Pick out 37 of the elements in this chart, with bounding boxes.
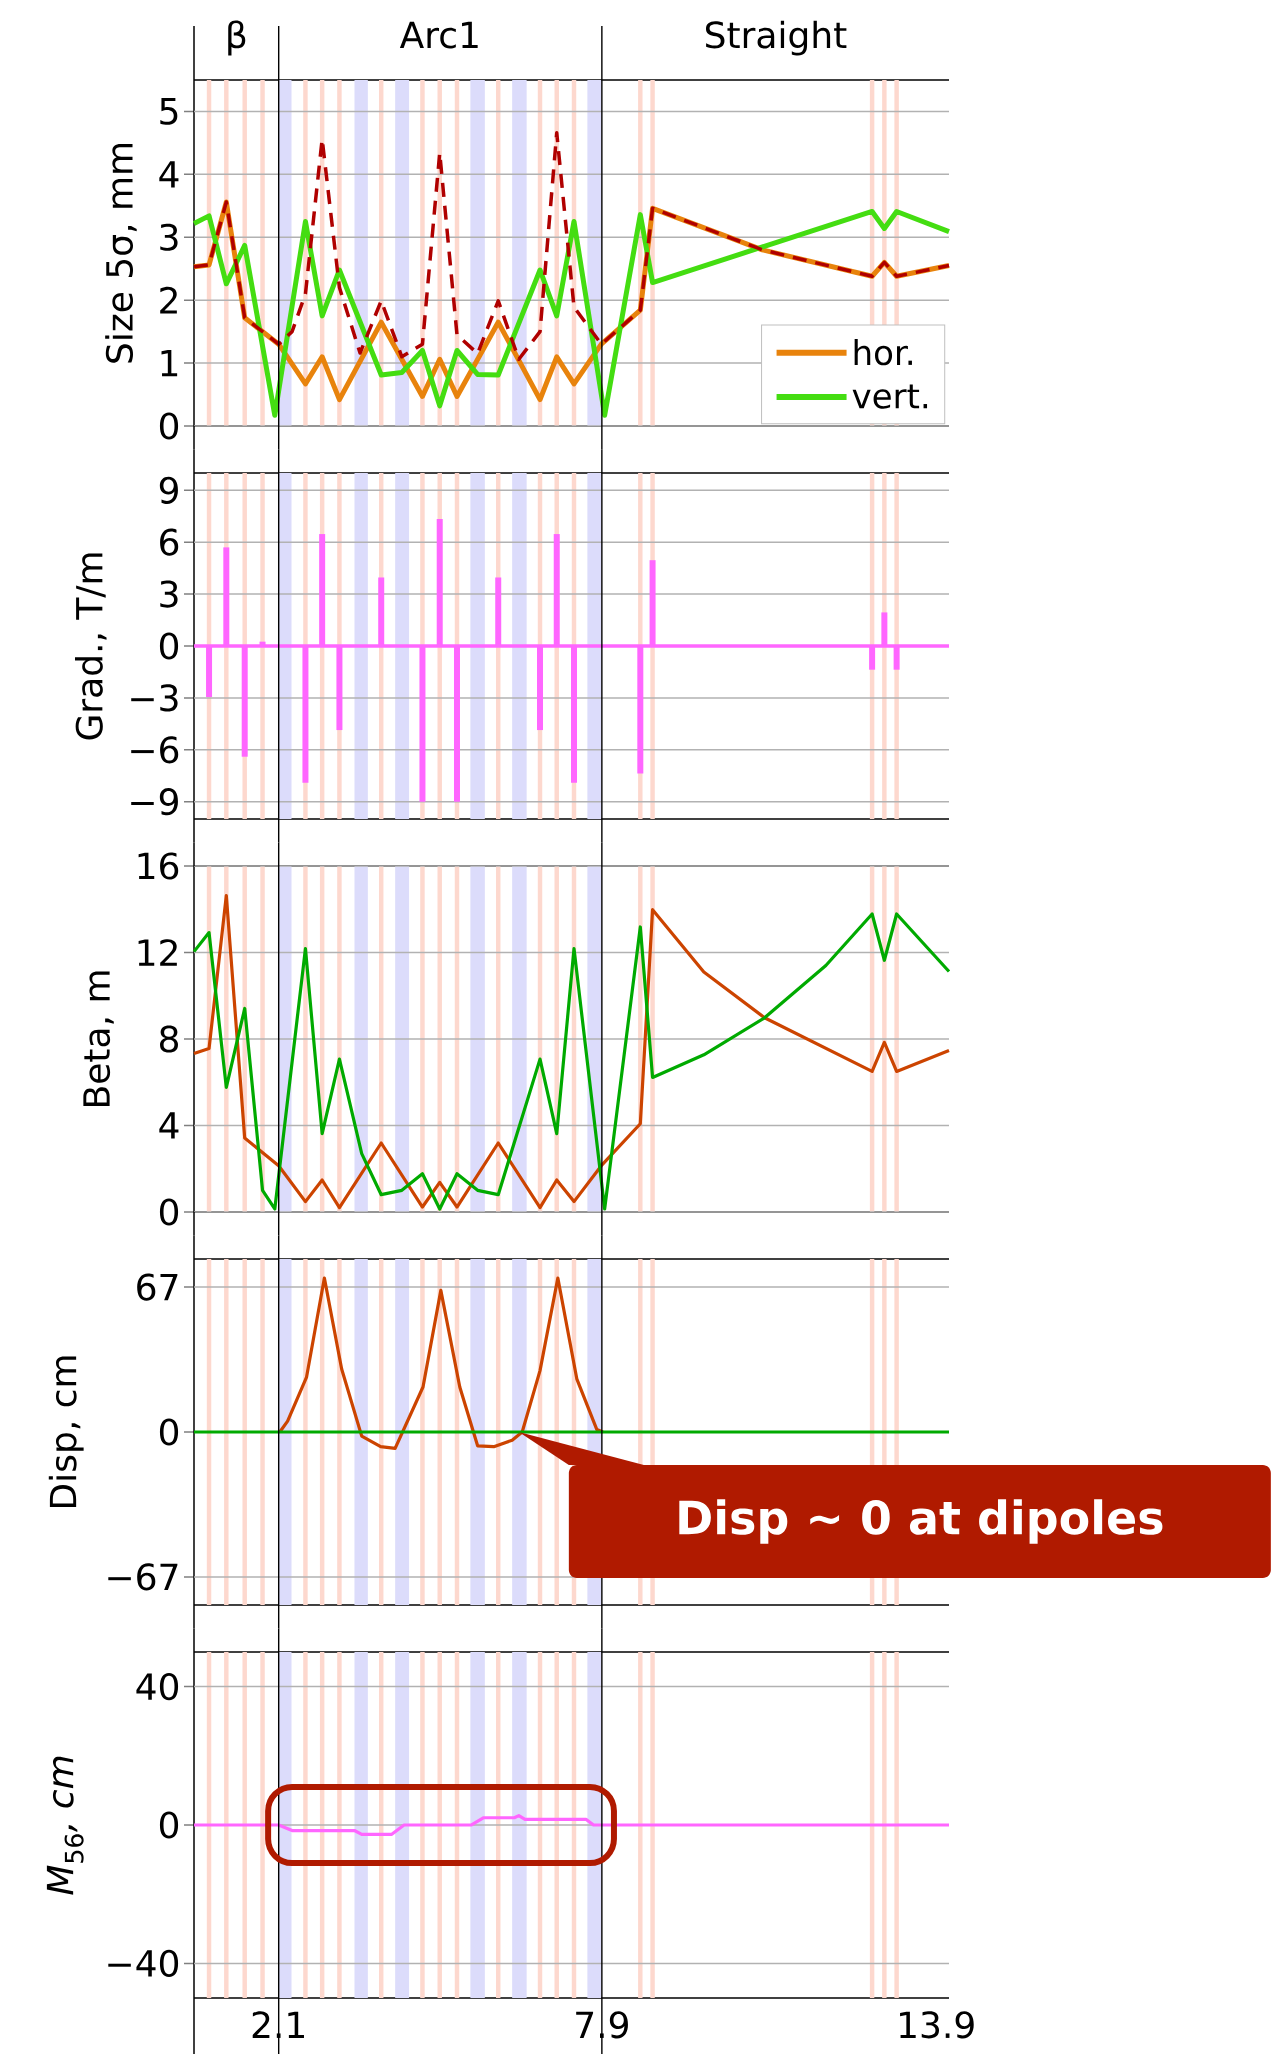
text: Arc1 [399, 21, 478, 49]
y-axis-title: Disp, cm [48, 1356, 84, 1507]
y-tick-label: 8 [160, 1025, 178, 1053]
y-tick-label: 12 [138, 939, 177, 966]
legend-label: hor. [854, 339, 912, 366]
x-tick-label: 13.9 [900, 2011, 974, 2039]
legend-label: vert. [852, 384, 928, 409]
y-axis-title: Size 5σ, mm [105, 144, 137, 363]
line-series [192, 1814, 951, 1836]
y-tick-label: 5 [160, 98, 178, 125]
text: β [228, 20, 246, 56]
y-tick-label: 0 [159, 1811, 179, 1839]
y-tick-label: 4 [159, 161, 179, 188]
y-tick-label: 0 [159, 412, 179, 440]
y-axis-title: M$_{56}$, cm [46, 1756, 84, 1895]
y-tick-label: 9 [159, 476, 178, 504]
y-tick-label: −9 [131, 788, 178, 816]
y-tick-label: 40 [136, 1672, 179, 1701]
y-tick-label: 1 [161, 349, 178, 377]
y-tick-label: 3 [160, 223, 178, 251]
y-tick-label: 16 [138, 852, 179, 880]
y-tick-label: −6 [131, 736, 179, 764]
y-tick-label: 2 [160, 286, 177, 314]
y-axis-title: Grad., T/m [75, 553, 107, 740]
y-tick-label: 6 [160, 528, 179, 556]
y-tick-label: 3 [160, 580, 178, 608]
annotation: Disp ∼ 0 at dipoles [679, 1499, 1163, 1544]
y-tick-label: 0 [159, 632, 179, 660]
y-tick-label: −40 [108, 1949, 179, 1977]
y-tick-label: −67 [108, 1563, 178, 1591]
text: Straight [705, 20, 847, 56]
y-tick-label: 4 [159, 1112, 179, 1139]
y-tick-label: −3 [131, 684, 178, 712]
y-tick-label: 67 [137, 1273, 178, 1301]
y-tick-label: 0 [159, 1198, 179, 1226]
y-axis-title: Beta, m [83, 971, 114, 1106]
y-tick-label: 0 [159, 1418, 179, 1446]
